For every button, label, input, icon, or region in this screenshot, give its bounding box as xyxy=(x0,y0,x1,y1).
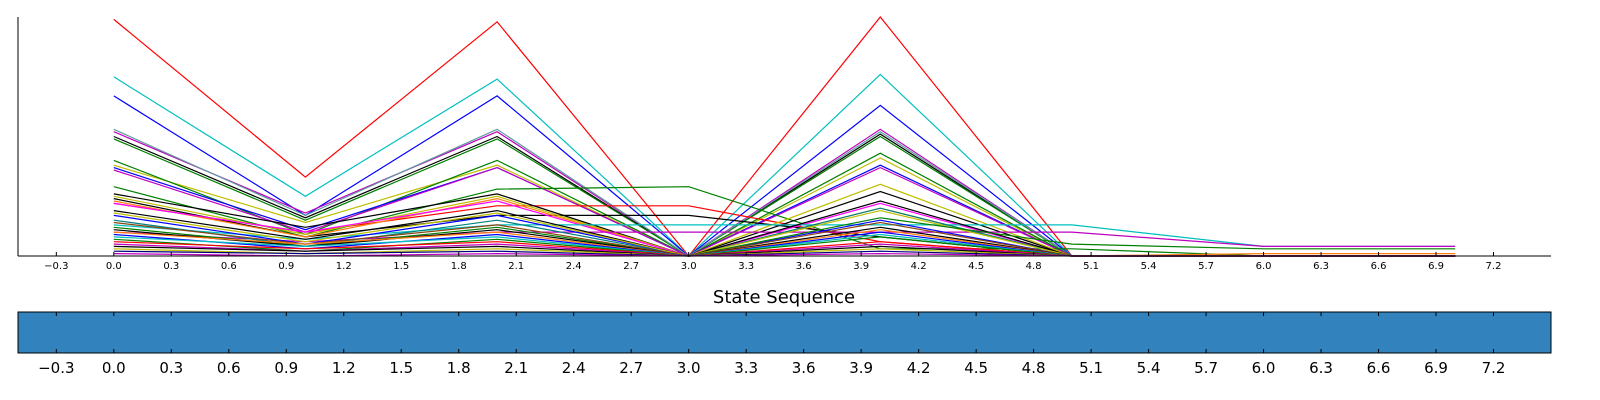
state-x-tick-label-8: 2.1 xyxy=(504,359,528,377)
state-x-tick-label-13: 3.6 xyxy=(792,359,816,377)
x-tick-label-2: 0.3 xyxy=(163,261,179,272)
x-tick-label-8: 2.1 xyxy=(508,261,524,272)
x-axis-tick-labels: −0.3 0.0 0.3 0.6 0.9 1.2 1.5 1.8 2.1 2.4 2.7 3.0 3.3… xyxy=(44,261,1501,272)
x-tick-label-10: 2.7 xyxy=(623,261,639,272)
state-x-tick-label-4: 0.9 xyxy=(274,359,298,377)
x-tick-label-7: 1.8 xyxy=(451,261,467,272)
state-x-axis-tick-labels: −0.3 0.0 0.3 0.6 0.9 1.2 1.5 1.8 2.1 2.4 2.7 3.0 3.3… xyxy=(38,359,1505,377)
state-x-tick-label-0: −0.3 xyxy=(38,359,74,377)
state-x-tick-label-12: 3.3 xyxy=(734,359,758,377)
x-tick-label-18: 5.1 xyxy=(1083,261,1099,272)
state-x-tick-label-18: 5.1 xyxy=(1079,359,1103,377)
x-tick-label-20: 5.7 xyxy=(1198,261,1214,272)
state-x-tick-label-15: 4.2 xyxy=(907,359,931,377)
state-x-tick-label-14: 3.9 xyxy=(849,359,873,377)
x-tick-label-3: 0.6 xyxy=(221,261,237,272)
x-tick-label-11: 3.0 xyxy=(681,261,697,272)
state-x-tick-label-25: 7.2 xyxy=(1482,359,1506,377)
x-tick-label-17: 4.8 xyxy=(1026,261,1042,272)
series-line-27 xyxy=(113,229,1456,257)
state-x-tick-label-22: 6.3 xyxy=(1309,359,1333,377)
state-x-tick-label-20: 5.7 xyxy=(1194,359,1218,377)
x-tick-label-25: 7.2 xyxy=(1486,261,1502,272)
x-tick-label-12: 3.3 xyxy=(738,261,754,272)
x-tick-label-5: 1.2 xyxy=(336,261,352,272)
x-tick-label-21: 6.0 xyxy=(1256,261,1272,272)
line-chart: −0.3 0.0 0.3 0.6 0.9 1.2 1.5 1.8 2.1 2.4 2.7 3.0 3.3… xyxy=(17,16,1551,272)
state-sequence-chart: State Sequence −0.3 0.0 0.3 0.6 0.9 1.2 1.5 1.8… xyxy=(17,287,1552,377)
x-tick-label-14: 3.9 xyxy=(853,261,869,272)
x-tick-label-22: 6.3 xyxy=(1313,261,1329,272)
state-x-tick-label-1: 0.0 xyxy=(102,359,126,377)
state-x-tick-label-21: 6.0 xyxy=(1252,359,1276,377)
state-x-axis-ticks xyxy=(55,312,1495,353)
state-x-tick-label-24: 6.9 xyxy=(1424,359,1448,377)
state-x-tick-label-17: 4.8 xyxy=(1022,359,1046,377)
state-x-tick-label-23: 6.6 xyxy=(1367,359,1391,377)
state-x-tick-label-9: 2.4 xyxy=(562,359,586,377)
state-sequence-bar xyxy=(17,311,1552,354)
x-tick-label-4: 0.9 xyxy=(278,261,294,272)
x-tick-label-24: 6.9 xyxy=(1428,261,1444,272)
state-x-tick-label-3: 0.6 xyxy=(217,359,241,377)
x-axis-ticks xyxy=(55,252,1495,256)
state-x-tick-label-10: 2.7 xyxy=(619,359,643,377)
series-line-11 xyxy=(113,186,1456,257)
x-tick-label-0: −0.3 xyxy=(44,261,68,272)
state-x-tick-label-6: 1.5 xyxy=(389,359,413,377)
x-tick-label-15: 4.2 xyxy=(911,261,927,272)
x-tick-label-6: 1.5 xyxy=(393,261,409,272)
state-x-tick-label-5: 1.2 xyxy=(332,359,356,377)
x-tick-label-23: 6.6 xyxy=(1371,261,1387,272)
x-tick-label-16: 4.5 xyxy=(968,261,984,272)
x-tick-label-1: 0.0 xyxy=(106,261,122,272)
state-x-tick-label-19: 5.4 xyxy=(1137,359,1161,377)
state-x-tick-label-2: 0.3 xyxy=(159,359,183,377)
state-sequence-title: State Sequence xyxy=(713,287,855,308)
x-tick-label-9: 2.4 xyxy=(566,261,582,272)
x-tick-label-19: 5.4 xyxy=(1141,261,1157,272)
state-x-tick-label-11: 3.0 xyxy=(677,359,701,377)
state-x-tick-label-7: 1.8 xyxy=(447,359,471,377)
state-x-tick-label-16: 4.5 xyxy=(964,359,988,377)
x-tick-label-13: 3.6 xyxy=(796,261,812,272)
